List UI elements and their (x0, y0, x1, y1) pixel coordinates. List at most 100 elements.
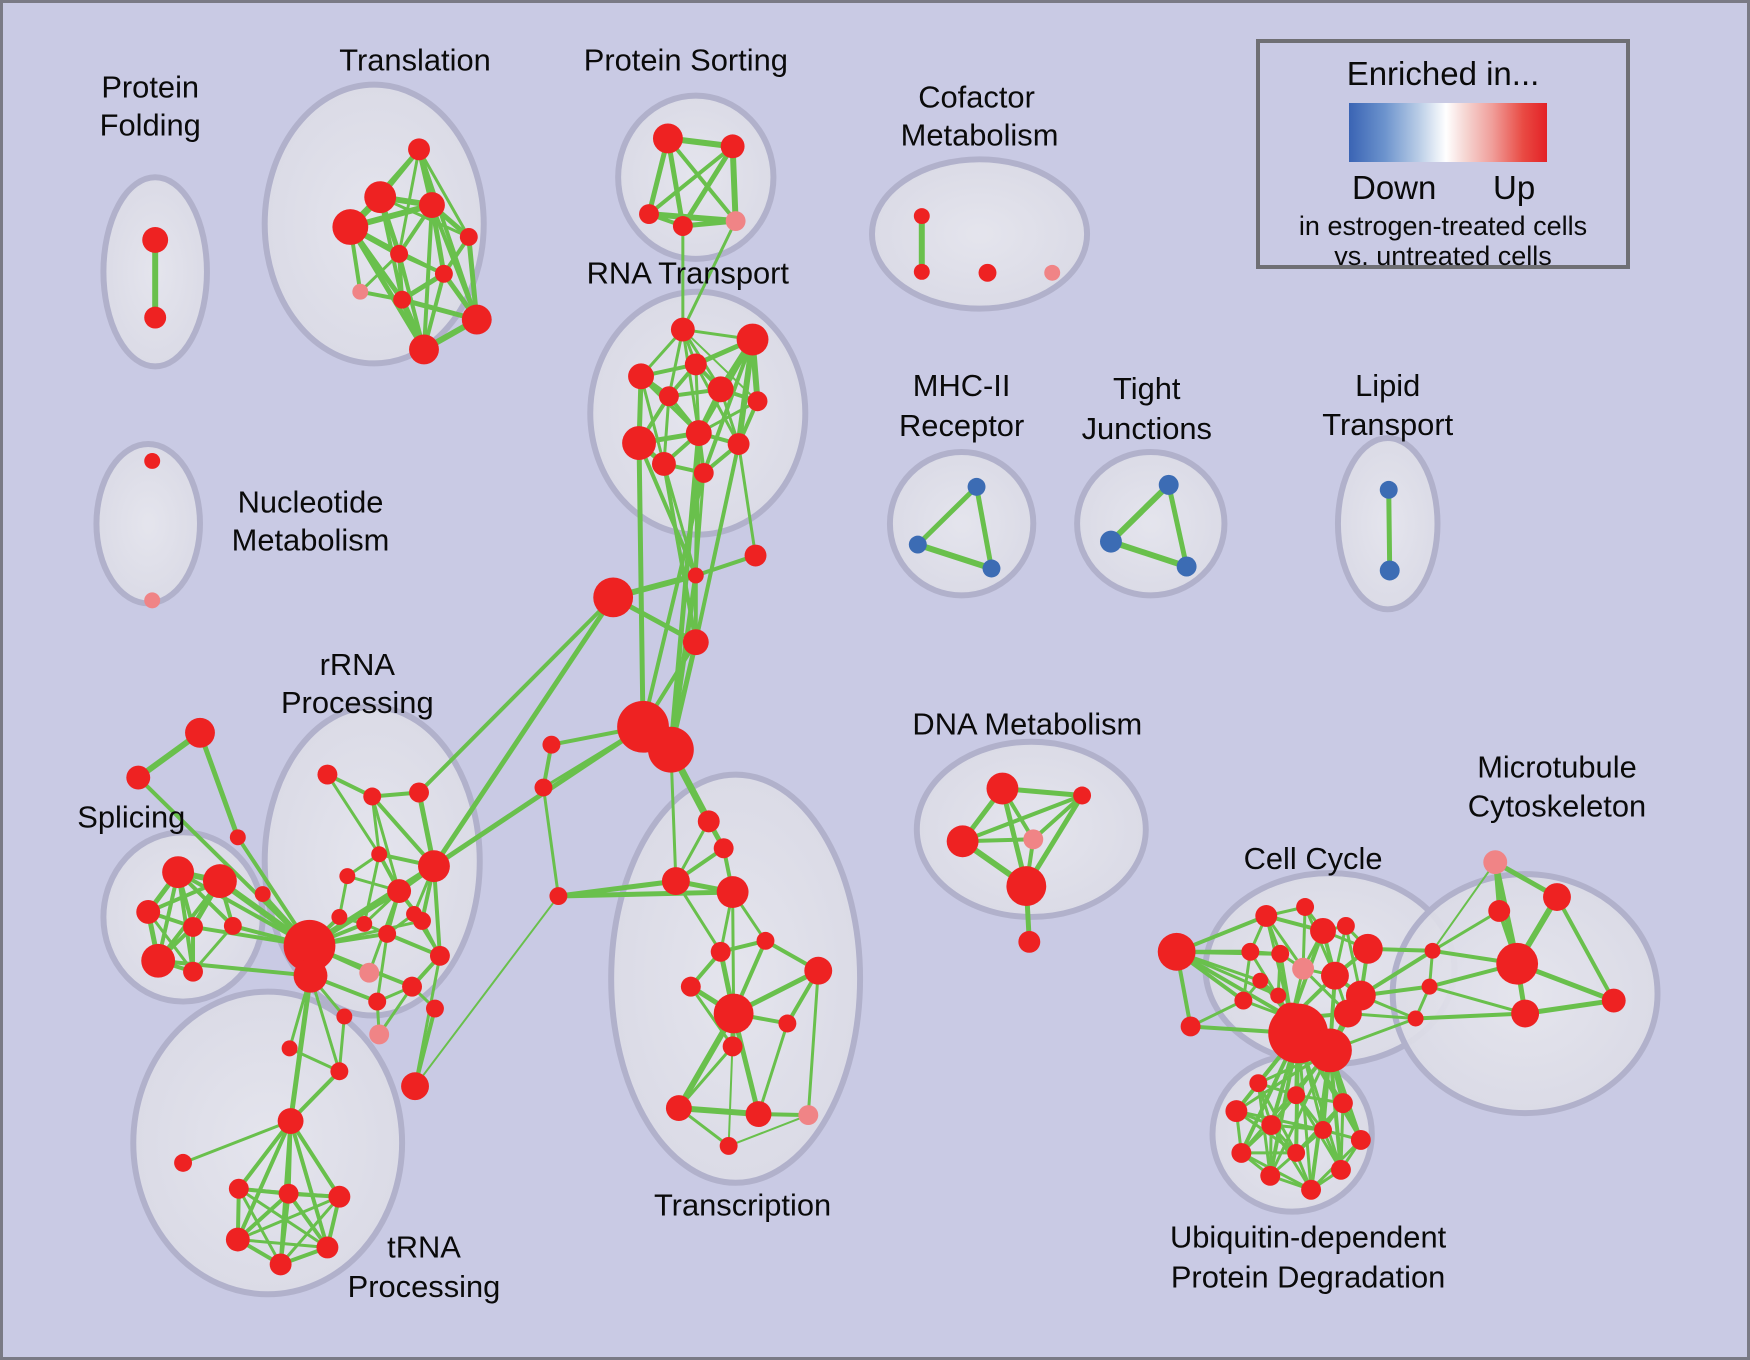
gene-set-node[interactable] (1496, 942, 1539, 985)
gene-set-node[interactable] (1424, 942, 1441, 959)
gene-set-node[interactable] (1332, 1093, 1353, 1114)
gene-set-node[interactable] (1271, 944, 1290, 963)
gene-set-node[interactable] (913, 208, 930, 225)
gene-set-node[interactable] (713, 838, 734, 859)
gene-set-node[interactable] (185, 717, 215, 748)
gene-set-node[interactable] (1006, 866, 1047, 906)
gene-set-node[interactable] (913, 263, 930, 280)
gene-set-node[interactable] (409, 782, 429, 803)
gene-set-node[interactable] (352, 283, 369, 300)
gene-set-node[interactable] (330, 1062, 349, 1081)
gene-set-node[interactable] (986, 772, 1019, 805)
gene-set-node[interactable] (225, 1227, 250, 1252)
gene-set-node[interactable] (1601, 988, 1626, 1013)
gene-set-node[interactable] (364, 181, 397, 214)
gene-set-node[interactable] (756, 931, 775, 950)
gene-set-node[interactable] (682, 629, 709, 656)
gene-set-node[interactable] (278, 1183, 299, 1204)
gene-set-node[interactable] (710, 941, 731, 962)
gene-set-node[interactable] (144, 306, 167, 329)
gene-set-node[interactable] (1330, 1159, 1351, 1180)
gene-set-node[interactable] (549, 887, 568, 906)
gene-set-node[interactable] (162, 856, 195, 889)
gene-set-node[interactable] (126, 765, 151, 790)
gene-set-node[interactable] (402, 976, 423, 997)
gene-set-node[interactable] (1511, 999, 1540, 1028)
gene-set-node[interactable] (406, 905, 423, 922)
gene-set-node[interactable] (804, 956, 833, 985)
gene-set-node[interactable] (328, 1185, 351, 1208)
gene-set-node[interactable] (534, 778, 553, 797)
gene-set-node[interactable] (1249, 1074, 1268, 1093)
gene-set-node[interactable] (1260, 1165, 1281, 1186)
gene-set-node[interactable] (684, 353, 707, 376)
gene-set-node[interactable] (419, 192, 445, 219)
gene-set-node[interactable] (687, 567, 704, 584)
gene-set-node[interactable] (1231, 1142, 1252, 1163)
gene-set-node[interactable] (429, 945, 450, 966)
gene-set-node[interactable] (316, 1236, 339, 1259)
gene-set-node[interactable] (378, 924, 397, 943)
gene-set-node[interactable] (269, 1253, 292, 1276)
gene-set-node[interactable] (390, 244, 409, 263)
gene-set-node[interactable] (174, 1153, 193, 1172)
gene-set-node[interactable] (1018, 930, 1041, 953)
gene-set-node[interactable] (459, 228, 478, 246)
gene-set-node[interactable] (1100, 530, 1122, 553)
gene-set-node[interactable] (651, 452, 676, 476)
gene-set-node[interactable] (628, 363, 654, 390)
gene-set-node[interactable] (778, 1014, 797, 1033)
gene-set-node[interactable] (371, 846, 388, 863)
gene-set-node[interactable] (434, 264, 453, 283)
gene-set-node[interactable] (707, 376, 734, 403)
gene-set-node[interactable] (1180, 1016, 1201, 1037)
gene-set-node[interactable] (747, 391, 768, 412)
gene-set-node[interactable] (363, 787, 382, 806)
gene-set-node[interactable] (1157, 932, 1196, 971)
gene-set-node[interactable] (622, 426, 656, 460)
gene-set-node[interactable] (1314, 1121, 1332, 1139)
gene-set-node[interactable] (401, 1072, 429, 1101)
gene-set-node[interactable] (1270, 987, 1287, 1004)
gene-set-node[interactable] (293, 958, 328, 993)
gene-set-node[interactable] (1292, 957, 1315, 980)
gene-set-node[interactable] (228, 1178, 249, 1199)
gene-set-node[interactable] (1336, 916, 1355, 935)
gene-set-node[interactable] (142, 227, 169, 253)
gene-set-node[interactable] (727, 433, 750, 455)
gene-set-node[interactable] (713, 993, 754, 1034)
gene-set-node[interactable] (697, 810, 720, 833)
gene-set-node[interactable] (665, 1095, 692, 1122)
gene-set-node[interactable] (1261, 1115, 1282, 1135)
gene-set-node[interactable] (317, 764, 338, 785)
gene-set-node[interactable] (639, 204, 659, 225)
gene-set-node[interactable] (1287, 1143, 1306, 1162)
gene-set-node[interactable] (368, 992, 387, 1011)
gene-set-node[interactable] (408, 138, 430, 161)
gene-set-node[interactable] (281, 1040, 298, 1057)
gene-set-node[interactable] (229, 829, 246, 846)
gene-set-node[interactable] (542, 735, 561, 754)
gene-set-node[interactable] (136, 900, 161, 924)
gene-set-node[interactable] (1421, 978, 1438, 995)
gene-set-node[interactable] (661, 867, 690, 896)
gene-set-node[interactable] (223, 916, 242, 935)
gene-set-node[interactable] (144, 453, 161, 469)
gene-set-node[interactable] (1379, 480, 1398, 499)
gene-set-node[interactable] (1488, 900, 1511, 922)
gene-set-node[interactable] (946, 825, 979, 858)
gene-set-node[interactable] (685, 420, 712, 447)
gene-set-node[interactable] (1483, 850, 1508, 875)
gene-set-node[interactable] (680, 976, 701, 997)
gene-set-node[interactable] (1158, 474, 1179, 495)
gene-set-node[interactable] (393, 290, 412, 309)
gene-set-node[interactable] (967, 477, 986, 496)
gene-set-node[interactable] (908, 535, 927, 554)
gene-set-node[interactable] (658, 386, 679, 407)
gene-set-node[interactable] (744, 544, 767, 567)
gene-set-node[interactable] (1308, 1028, 1352, 1073)
gene-set-node[interactable] (693, 462, 714, 483)
gene-set-node[interactable] (725, 211, 746, 231)
gene-set-node[interactable] (982, 559, 1001, 578)
gene-set-node[interactable] (1321, 961, 1349, 990)
